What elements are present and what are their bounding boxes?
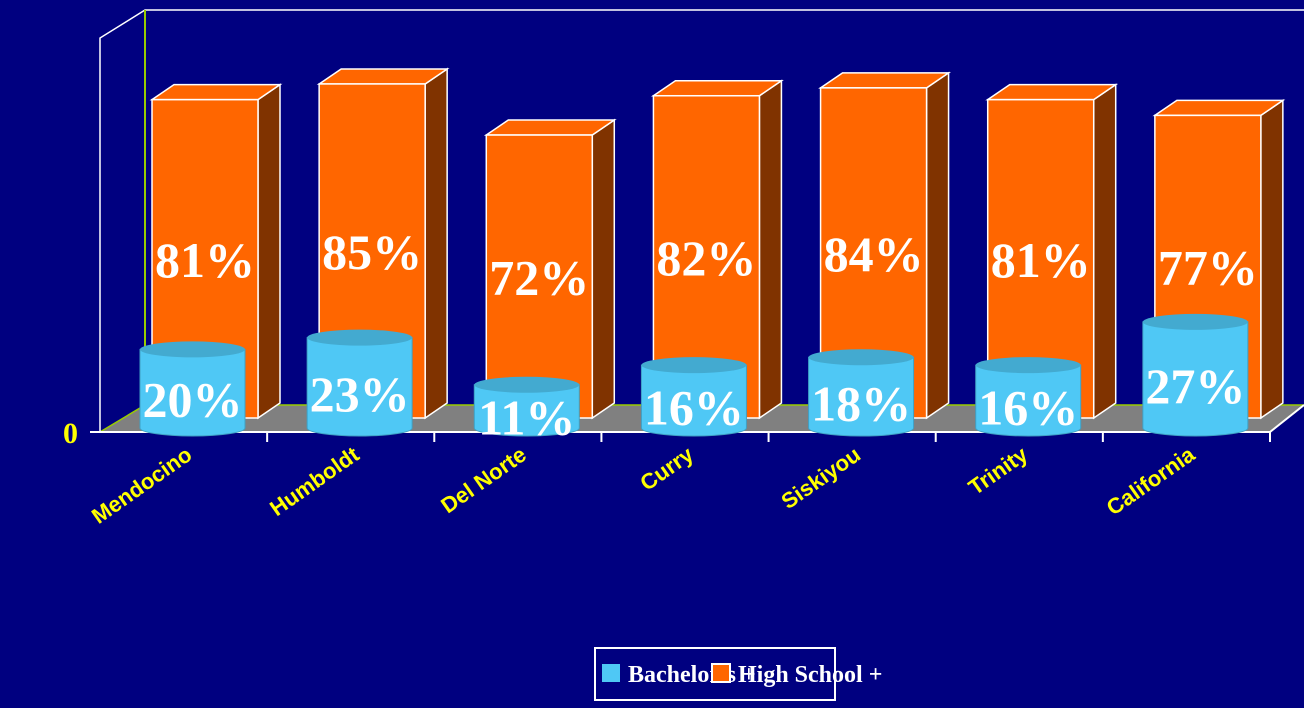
bar-side — [758, 79, 783, 420]
bar-top — [1152, 99, 1286, 117]
bar-top — [307, 329, 413, 346]
bar — [139, 348, 246, 437]
value-label: 81% — [155, 232, 255, 288]
bar-side — [257, 83, 281, 420]
bar-top — [140, 341, 245, 358]
value-label: 18% — [811, 376, 911, 432]
left-wall-edge — [99, 9, 1304, 432]
bar-top — [149, 83, 283, 101]
value-label: 72% — [489, 250, 589, 306]
value-label: 16% — [978, 380, 1078, 436]
y-tick-label: 0 — [63, 417, 78, 450]
bar — [975, 364, 1082, 437]
legend-swatch — [711, 663, 731, 683]
bar — [306, 337, 413, 437]
legend-swatch — [602, 664, 620, 682]
value-label: 16% — [644, 380, 744, 436]
bar-top — [650, 79, 784, 97]
bar-side — [1092, 83, 1117, 420]
legend-box — [594, 647, 836, 701]
bar-top — [316, 68, 450, 85]
value-label: 20% — [143, 372, 243, 428]
bar-top — [641, 357, 747, 374]
legend-label: Bachelor's + — [628, 662, 756, 688]
bar — [473, 384, 580, 437]
bar-top — [808, 349, 914, 366]
value-label: 85% — [322, 224, 422, 280]
bar-top — [483, 119, 617, 136]
bar-side — [1260, 98, 1284, 420]
value-label: 84% — [824, 226, 924, 282]
bar-side — [591, 118, 616, 420]
bar — [1142, 321, 1249, 437]
bar-side — [925, 71, 950, 420]
bar-top — [1142, 313, 1248, 330]
bar-top — [474, 376, 580, 393]
bar-top — [818, 72, 952, 89]
bar-side — [424, 67, 448, 420]
value-label: 27% — [1145, 358, 1245, 414]
bar — [808, 356, 915, 437]
bar-top — [985, 83, 1119, 101]
bar-top — [975, 357, 1081, 374]
value-label: 77% — [1158, 240, 1258, 296]
value-label: 11% — [478, 389, 575, 445]
bar — [640, 364, 747, 437]
legend-label: High School + — [738, 662, 882, 688]
value-label: 81% — [991, 232, 1091, 288]
value-label: 23% — [310, 366, 410, 422]
value-label: 82% — [656, 230, 756, 286]
floor-edge — [1269, 404, 1304, 433]
